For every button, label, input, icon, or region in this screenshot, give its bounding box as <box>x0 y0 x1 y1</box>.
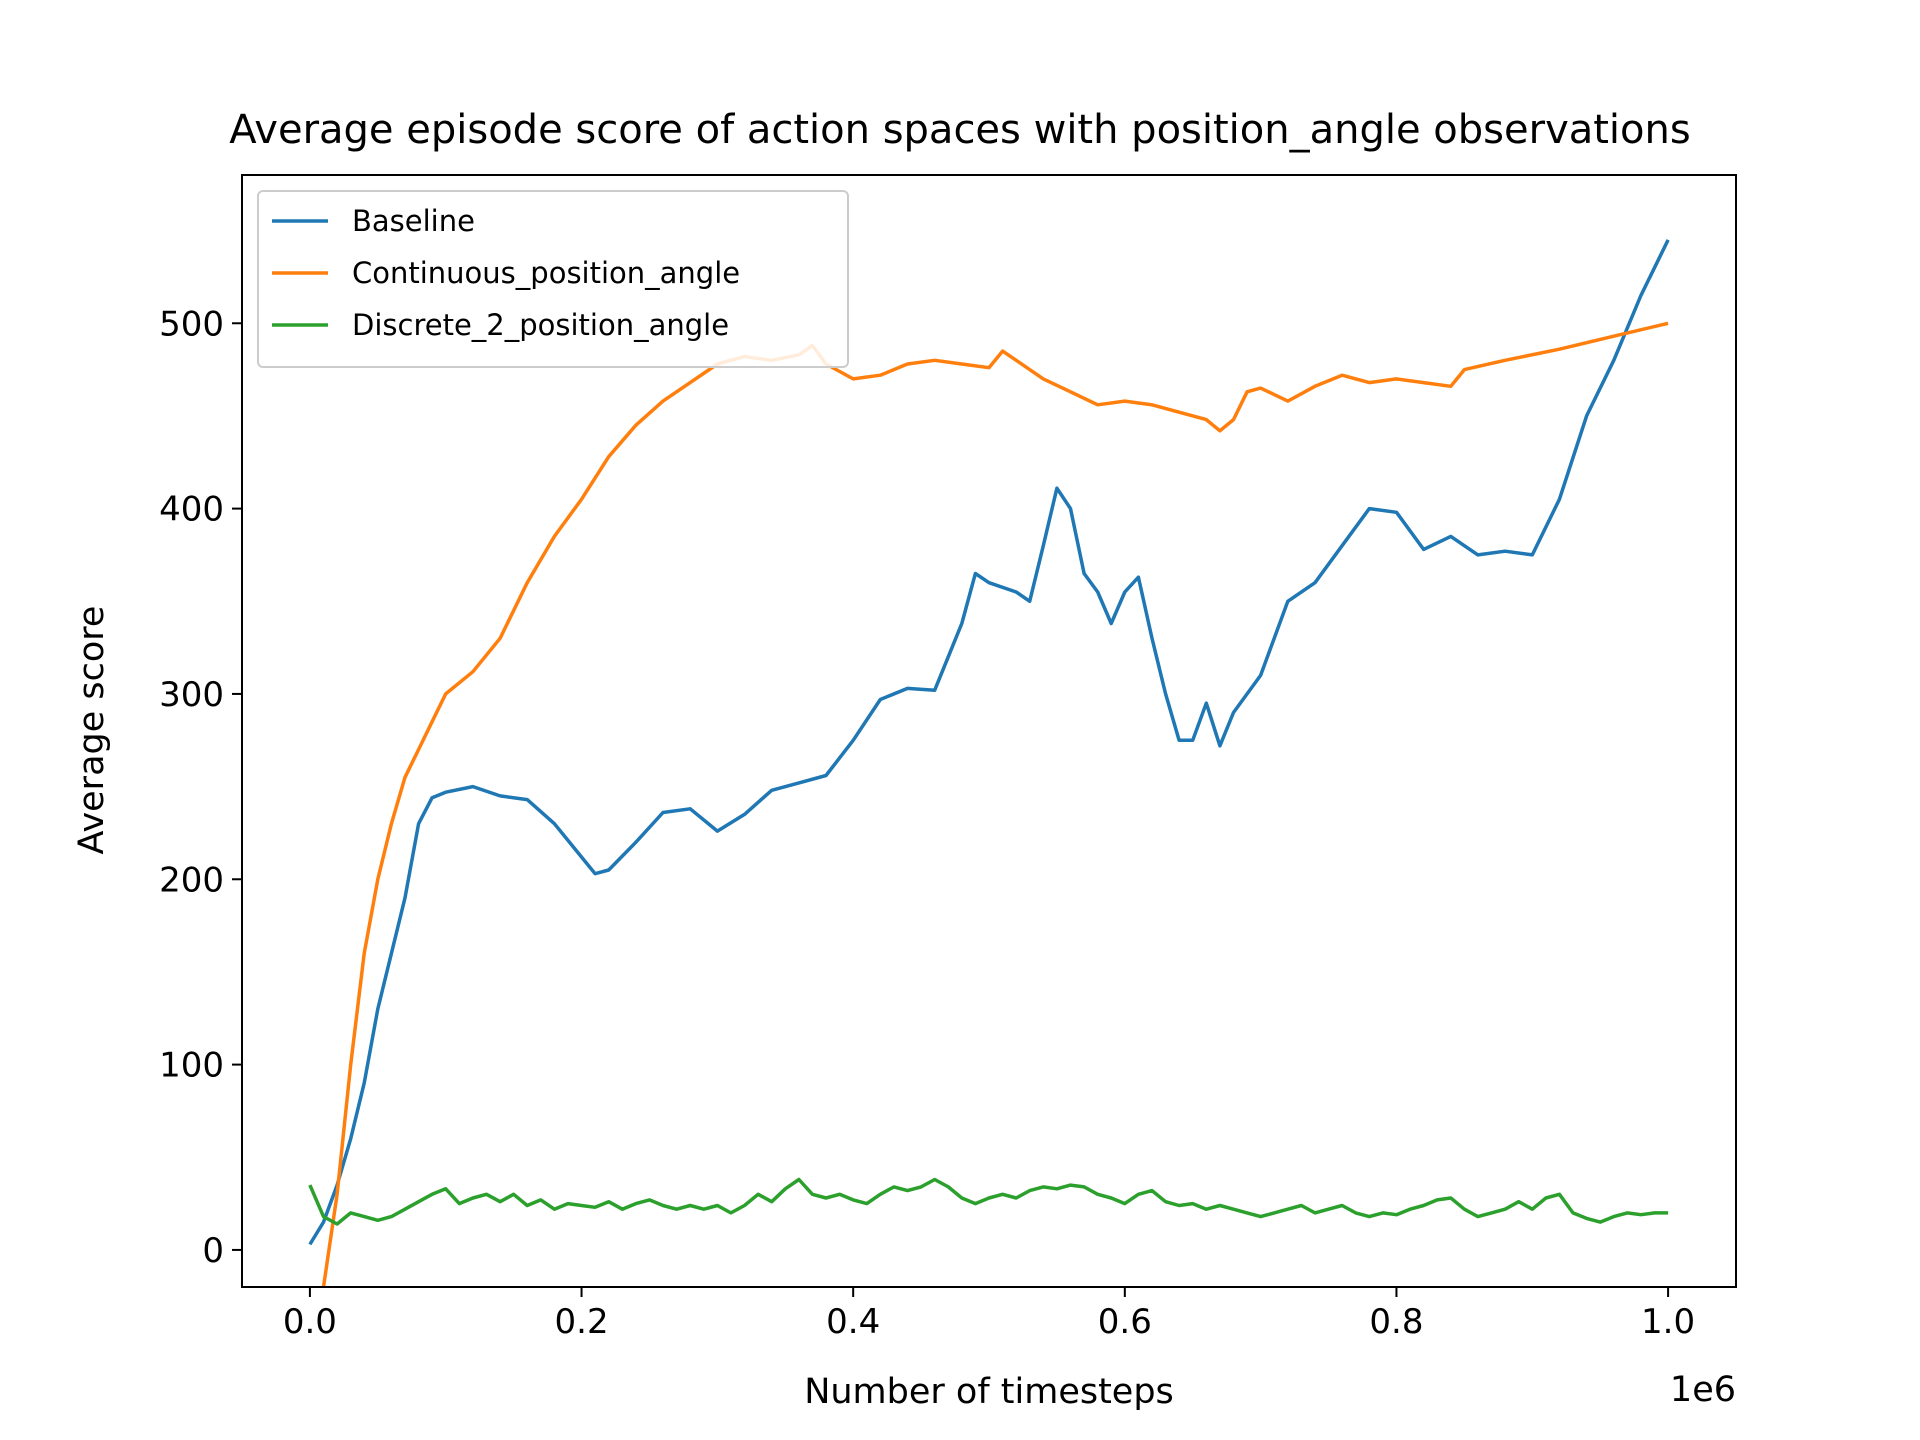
y-tick-label: 200 <box>159 860 224 900</box>
series-line-continuous-position-angle <box>321 321 1669 1287</box>
y-tick-label: 400 <box>159 490 224 530</box>
x-tick-label: 0.6 <box>1098 1302 1152 1342</box>
x-axis: 0.0 0.2 0.4 0.6 0.8 1.0 <box>283 1287 1695 1342</box>
y-tick-label: 300 <box>159 675 224 715</box>
x-tick-label: 0.4 <box>826 1302 880 1342</box>
legend-label: Continuous_position_angle <box>352 256 740 290</box>
y-axis: 0 100 200 300 400 500 <box>159 304 242 1271</box>
x-tick-label: 0.0 <box>283 1302 337 1342</box>
series-line-baseline <box>308 239 1670 1246</box>
y-tick-label: 100 <box>159 1046 224 1086</box>
x-tick-label: 0.8 <box>1369 1302 1423 1342</box>
x-tick-label: 1.0 <box>1641 1302 1695 1342</box>
legend: Baseline Continuous_position_angle Discret… <box>257 190 849 368</box>
chart-title: Average episode score of action spaces w… <box>229 107 1691 153</box>
lines-layer <box>308 239 1670 1287</box>
y-tick-label: 500 <box>159 304 224 344</box>
x-axis-label: Number of timesteps <box>804 1372 1174 1412</box>
y-axis-label: Average score <box>72 605 112 855</box>
y-tick-label: 0 <box>202 1231 224 1271</box>
legend-label: Baseline <box>352 204 475 238</box>
x-tick-label: 0.2 <box>555 1302 609 1342</box>
legend-box <box>257 190 849 368</box>
axes-frame <box>241 174 1737 1288</box>
x-axis-multiplier: 1e6 <box>1669 1370 1736 1410</box>
legend-label: Discrete_2_position_angle <box>352 308 729 342</box>
series-line-discrete-2-position-angle <box>308 1177 1669 1226</box>
